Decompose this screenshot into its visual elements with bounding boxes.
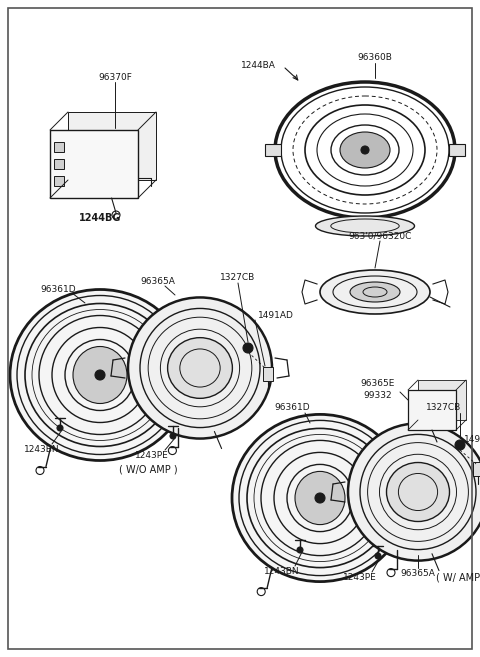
Text: 1244BG: 1244BG [79,213,121,223]
Text: 1327CB: 1327CB [426,403,462,413]
Text: 1491AD: 1491AD [464,436,480,445]
Text: 96370F: 96370F [98,74,132,83]
Text: 96365A: 96365A [141,277,175,286]
Text: 99332: 99332 [364,392,392,401]
Text: 1491AD: 1491AD [258,311,294,319]
Ellipse shape [232,415,408,581]
Bar [265,144,281,156]
Circle shape [243,343,253,353]
Ellipse shape [350,282,400,302]
Text: 1244BA: 1244BA [240,62,276,70]
Circle shape [297,547,303,553]
Text: 1243PE: 1243PE [135,451,169,459]
Ellipse shape [295,472,345,524]
Ellipse shape [320,270,430,314]
Text: ( W/ AMP ): ( W/ AMP ) [436,573,480,583]
Circle shape [57,425,63,431]
Text: 963'0/96320C: 963'0/96320C [348,231,412,240]
Bar [50,130,138,198]
Text: 96361D: 96361D [274,403,310,413]
Circle shape [455,440,465,450]
Text: 96365A: 96365A [401,570,435,579]
Bar [263,367,273,381]
Text: 1243BN: 1243BN [24,445,60,455]
Text: 96361D: 96361D [40,286,76,294]
Bar [449,144,465,156]
Ellipse shape [340,132,390,168]
Text: 1243PE: 1243PE [343,574,377,583]
Text: 96360B: 96360B [358,53,393,62]
Bar [54,159,64,169]
Circle shape [315,493,325,503]
Bar [473,462,480,476]
Bar [408,390,456,430]
Text: 96365E: 96365E [361,378,395,388]
Text: 1243BN: 1243BN [264,568,300,576]
Bar [418,380,466,420]
Ellipse shape [315,216,415,236]
Circle shape [170,433,176,439]
Circle shape [95,370,105,380]
Ellipse shape [73,346,127,403]
Ellipse shape [168,338,232,398]
Bar [68,112,156,180]
Circle shape [361,146,369,154]
Ellipse shape [128,298,272,439]
Circle shape [375,553,381,559]
Ellipse shape [348,423,480,560]
Bar [54,142,64,152]
Bar [54,176,64,186]
Ellipse shape [10,290,190,461]
Text: ( W/O AMP ): ( W/O AMP ) [119,465,177,475]
Text: 1327CB: 1327CB [220,273,256,283]
Ellipse shape [386,463,449,522]
